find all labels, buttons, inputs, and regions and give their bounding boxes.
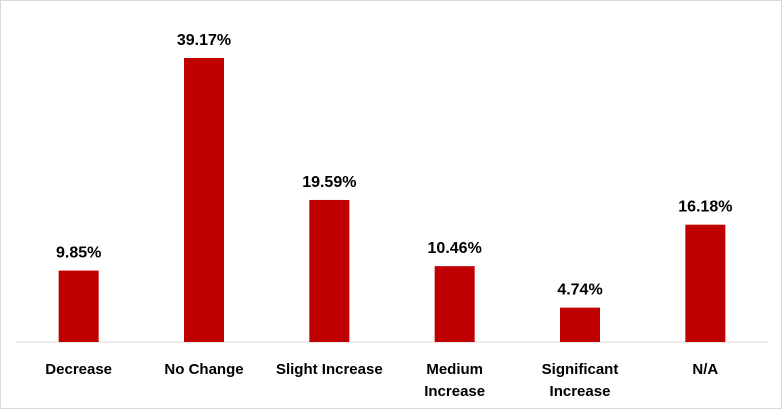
value-label-5: 16.18% — [678, 199, 732, 216]
value-label-4: 4.74% — [557, 282, 602, 299]
category-label-0: Decrease — [45, 361, 112, 378]
bar-1 — [184, 58, 224, 342]
value-label-3: 10.46% — [428, 240, 482, 257]
bar-3 — [434, 266, 475, 342]
bar-2 — [309, 199, 350, 342]
category-label-2: Slight Increase — [276, 361, 383, 378]
bar-5 — [685, 224, 726, 342]
category-label-4: Significant Increase — [542, 361, 619, 400]
value-label-2: 19.59% — [302, 174, 356, 191]
bar-4 — [560, 307, 600, 342]
bar-0 — [58, 270, 99, 342]
category-label-5: N/A — [692, 361, 718, 378]
category-label-1: No Change — [164, 361, 243, 378]
value-label-0: 9.85% — [56, 245, 101, 262]
value-label-1: 39.17% — [177, 32, 231, 49]
category-label-3: Medium Increase — [424, 361, 485, 400]
